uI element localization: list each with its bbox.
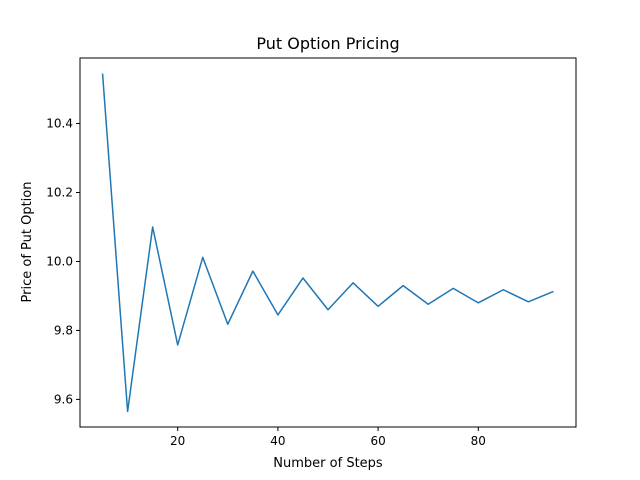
- y-tick-label: 10.2: [46, 185, 73, 199]
- chart-title: Put Option Pricing: [256, 34, 399, 53]
- y-tick-label: 10.4: [46, 117, 73, 131]
- y-tick-label: 9.6: [54, 392, 73, 406]
- x-tick-label: 40: [270, 434, 285, 448]
- x-tick-label: 20: [170, 434, 185, 448]
- y-tick-label: 10.0: [46, 254, 73, 268]
- plot-area: 20 40 60 80 9.6 9.8 10.0 10.2 10.4: [46, 57, 577, 448]
- x-tick-label: 80: [471, 434, 486, 448]
- x-tick-label: 60: [370, 434, 385, 448]
- x-axis-label: Number of Steps: [273, 456, 383, 471]
- y-axis-label: Price of Put Option: [20, 182, 35, 303]
- y-tick-label: 9.8: [54, 323, 73, 337]
- axes-frame: [79, 57, 577, 428]
